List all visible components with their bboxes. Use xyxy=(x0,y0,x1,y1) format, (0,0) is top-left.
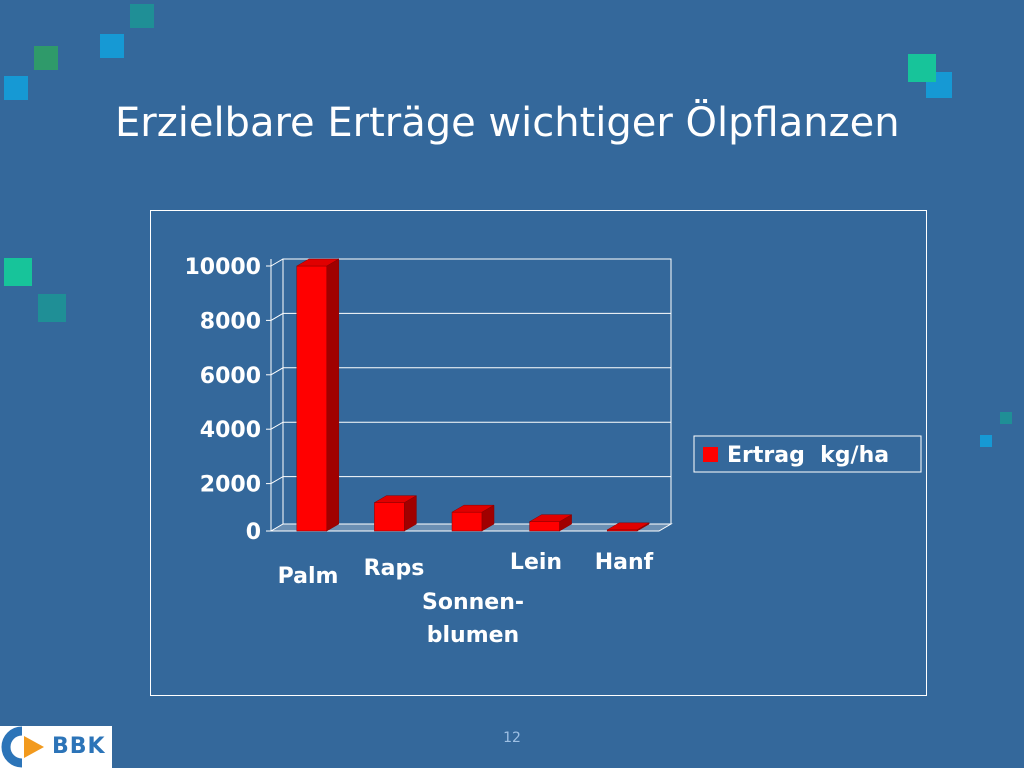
bar-chart: 0 2000 4000 6000 8000 10000 Palm Raps Sonnen-blu… xyxy=(184,255,922,648)
bbk-logo: BBK xyxy=(0,726,112,768)
legend-swatch xyxy=(703,447,718,462)
page-number: 12 xyxy=(503,730,521,746)
decor-square xyxy=(38,294,66,322)
x-tick-label: Sonnen- xyxy=(422,590,524,615)
y-tick-label: 4000 xyxy=(200,418,261,443)
legend-box xyxy=(693,435,922,473)
logo-text: BBK xyxy=(52,734,106,759)
decor-square xyxy=(4,258,32,286)
decor-square xyxy=(100,34,124,58)
decor-square xyxy=(980,435,992,447)
decor-square xyxy=(34,46,58,70)
bar-side xyxy=(559,514,572,532)
decor-square xyxy=(4,76,28,100)
gridline xyxy=(270,312,671,321)
y-tick-label: 0 xyxy=(246,520,261,545)
slide-title: Erzielbare Erträge wichtiger Ölpflanzen xyxy=(115,100,900,146)
bar-side xyxy=(636,522,650,532)
y-tick-label: 8000 xyxy=(200,309,261,334)
decor-square xyxy=(1000,412,1012,424)
bar xyxy=(296,265,328,532)
bar xyxy=(451,511,483,532)
bar-side xyxy=(326,258,340,532)
decor-square xyxy=(908,54,936,82)
y-tick-label: 2000 xyxy=(200,473,261,498)
bar-side xyxy=(481,504,495,532)
y-tick-label: 10000 xyxy=(184,255,261,280)
gridline xyxy=(270,476,671,485)
x-tick-label: Palm xyxy=(278,564,339,589)
bar-side xyxy=(404,495,417,532)
chart-frame: 0 2000 4000 6000 8000 10000 Palm Raps Sonnen-blu… xyxy=(150,210,927,696)
y-tick-label: 6000 xyxy=(200,364,261,389)
bar xyxy=(529,521,560,532)
bar xyxy=(374,502,405,532)
x-tick-label: Hanf xyxy=(595,550,654,575)
gridline xyxy=(270,421,671,430)
gridline xyxy=(270,367,671,376)
x-tick-label: Lein xyxy=(510,550,562,575)
logo-arrow-icon xyxy=(1,726,44,768)
x-tick-label: blumen xyxy=(427,623,519,648)
gridline xyxy=(270,258,671,267)
decor-square xyxy=(130,4,154,28)
legend-label: Ertrag kg/ha xyxy=(727,443,889,468)
x-tick-label: Raps xyxy=(364,556,425,581)
